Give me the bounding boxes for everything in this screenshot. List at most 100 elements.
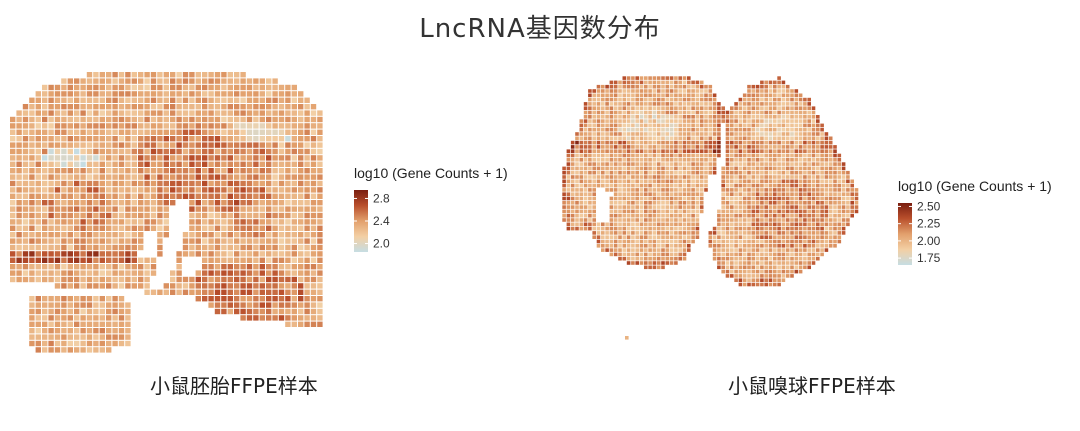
olfactory-bulb-spot (738, 222, 743, 227)
embryo-spot (240, 110, 246, 116)
olfactory-bulb-spot (712, 248, 717, 252)
embryo-spot (298, 187, 304, 193)
embryo-spot (42, 84, 48, 91)
olfactory-bulb-spot (648, 158, 652, 162)
embryo-spot (106, 180, 112, 187)
olfactory-bulb-spot (682, 89, 687, 93)
olfactory-bulb-spot (639, 123, 644, 128)
embryo-spot (202, 180, 208, 187)
embryo-spot (150, 225, 157, 231)
olfactory-bulb-spot (613, 209, 618, 214)
embryo-spot (48, 315, 54, 321)
embryo-spot (285, 206, 291, 212)
olfactory-bulb-spot (717, 235, 721, 239)
embryo-spot (93, 283, 99, 289)
olfactory-bulb-spot (773, 175, 777, 179)
olfactory-bulb-spot (768, 218, 773, 222)
embryo-spot (214, 84, 221, 91)
olfactory-bulb-spot (579, 132, 584, 136)
olfactory-bulb-spot (841, 179, 846, 184)
olfactory-bulb-spot (699, 106, 704, 110)
olfactory-bulb-spot (691, 183, 695, 188)
embryo-spot (259, 270, 265, 276)
embryo-spot (131, 142, 137, 148)
olfactory-bulb-spot (648, 239, 652, 244)
embryo-spot (144, 148, 150, 155)
embryo-spot (106, 257, 112, 263)
embryo-spot (176, 129, 182, 135)
olfactory-bulb-spot (622, 235, 627, 239)
embryo-spot (112, 321, 118, 327)
olfactory-bulb-spot (687, 102, 691, 106)
olfactory-bulb-spot (734, 123, 738, 128)
embryo-spot (304, 180, 310, 187)
embryo-spot (86, 72, 93, 78)
embryo-spot (227, 257, 233, 263)
embryo-spot (227, 142, 233, 148)
embryo-spot (29, 270, 35, 276)
olfactory-bulb-spot (850, 209, 854, 214)
embryo-spot (221, 206, 227, 212)
olfactory-bulb-spot (777, 248, 781, 252)
olfactory-bulb-spot (751, 89, 756, 93)
olfactory-bulb-spot (738, 269, 743, 274)
olfactory-bulb-spot (773, 127, 777, 132)
embryo-spot (266, 193, 272, 199)
embryo-spot (272, 315, 278, 321)
olfactory-bulb-spot (820, 140, 824, 145)
olfactory-bulb-spot (631, 239, 635, 244)
olfactory-bulb-spot (687, 244, 691, 248)
olfactory-bulb-spot (626, 252, 631, 257)
embryo-spot (112, 180, 118, 187)
olfactory-bulb-spot (674, 127, 678, 132)
embryo-spot (93, 270, 99, 276)
embryo-spot (214, 116, 221, 123)
olfactory-bulb-spot (639, 226, 644, 231)
embryo-spot (93, 276, 99, 283)
olfactory-bulb-spot (618, 239, 622, 244)
olfactory-bulb-spot (730, 274, 734, 278)
embryo-spot (61, 340, 67, 347)
embryo-spot (29, 148, 35, 155)
olfactory-bulb-spot (583, 106, 588, 110)
olfactory-bulb-spot (751, 93, 756, 98)
olfactory-bulb-spot (730, 170, 734, 175)
olfactory-bulb-spot (609, 218, 614, 222)
olfactory-bulb-spot (717, 222, 721, 227)
olfactory-bulb-spot (725, 188, 730, 192)
olfactory-bulb-spot (712, 119, 717, 123)
olfactory-bulb-spot (824, 136, 829, 141)
olfactory-bulb-spot (785, 256, 790, 261)
embryo-spot (253, 219, 259, 225)
olfactory-bulb-spot (811, 149, 816, 153)
olfactory-bulb-spot (579, 179, 584, 184)
embryo-spot (112, 244, 118, 251)
olfactory-bulb-spot (687, 97, 691, 102)
olfactory-bulb-spot (570, 145, 575, 149)
embryo-spot (259, 180, 265, 187)
olfactory-bulb-spot (687, 196, 691, 201)
embryo-spot (112, 225, 118, 231)
embryo-spot (150, 155, 157, 161)
olfactory-bulb-spot (790, 201, 794, 205)
olfactory-bulb-spot (794, 252, 799, 257)
olfactory-bulb-spot (717, 136, 721, 141)
embryo-spot (291, 251, 297, 257)
olfactory-bulb-spot (674, 106, 678, 110)
olfactory-bulb-spot (687, 76, 691, 80)
olfactory-bulb-spot (785, 226, 790, 231)
olfactory-bulb-spot (730, 115, 734, 119)
embryo-spot (234, 270, 240, 276)
olfactory-bulb-spot (648, 149, 652, 153)
olfactory-bulb-spot (755, 162, 760, 166)
olfactory-bulb-spot (798, 192, 803, 196)
embryo-spot (278, 187, 285, 193)
embryo-spot (234, 123, 240, 129)
olfactory-bulb-spot (652, 145, 657, 149)
embryo-spot (266, 104, 272, 110)
olfactory-bulb-spot (583, 175, 588, 179)
olfactory-bulb-spot (811, 248, 816, 252)
embryo-spot (208, 244, 214, 251)
olfactory-bulb-spot (820, 183, 824, 188)
olfactory-bulb-spot (639, 261, 644, 265)
